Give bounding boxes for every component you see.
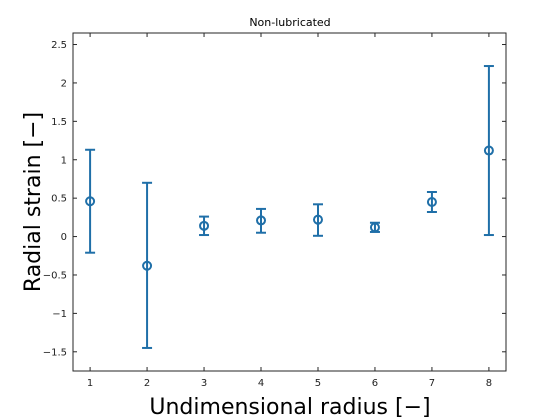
y-tick-label: −1 bbox=[52, 309, 67, 320]
data-point bbox=[199, 220, 210, 231]
y-tick-label: 0.5 bbox=[51, 194, 67, 205]
plot-area bbox=[72, 32, 507, 372]
y-axis-label: Radial strain [−] bbox=[21, 112, 46, 292]
x-tick-label: 3 bbox=[201, 378, 207, 389]
y-tick-label: −1.5 bbox=[43, 347, 67, 358]
x-tick-label: 1 bbox=[87, 378, 93, 389]
y-axis: 2.5 2 1.5 1 0.5 0 −0.5 −1 −1.5 bbox=[43, 40, 506, 358]
data-point bbox=[85, 196, 96, 207]
y-tick-label: 1 bbox=[61, 155, 67, 166]
x-tick-label: 7 bbox=[429, 378, 435, 389]
y-tick-label: 0 bbox=[61, 232, 67, 243]
x-tick-label: 2 bbox=[144, 378, 150, 389]
data-point bbox=[369, 222, 380, 233]
x-tick-label: 4 bbox=[258, 378, 264, 389]
data-point bbox=[483, 145, 494, 156]
x-axis: 1 2 3 4 5 6 7 8 bbox=[87, 33, 492, 389]
x-tick-label: 5 bbox=[315, 378, 321, 389]
y-tick-label: −0.5 bbox=[43, 270, 67, 281]
y-tick-label: 2.5 bbox=[51, 40, 67, 51]
chart-title: Non-lubricated bbox=[249, 16, 330, 29]
data-series bbox=[85, 65, 494, 349]
y-tick-label: 1.5 bbox=[51, 117, 67, 128]
data-point bbox=[312, 214, 323, 225]
x-tick-label: 8 bbox=[486, 378, 492, 389]
data-point bbox=[256, 215, 267, 226]
y-tick-label: 2 bbox=[61, 78, 67, 89]
x-tick-label: 6 bbox=[372, 378, 378, 389]
x-axis-label: Undimensional radius [−] bbox=[149, 395, 430, 420]
data-point bbox=[142, 260, 153, 271]
data-point bbox=[426, 197, 437, 207]
